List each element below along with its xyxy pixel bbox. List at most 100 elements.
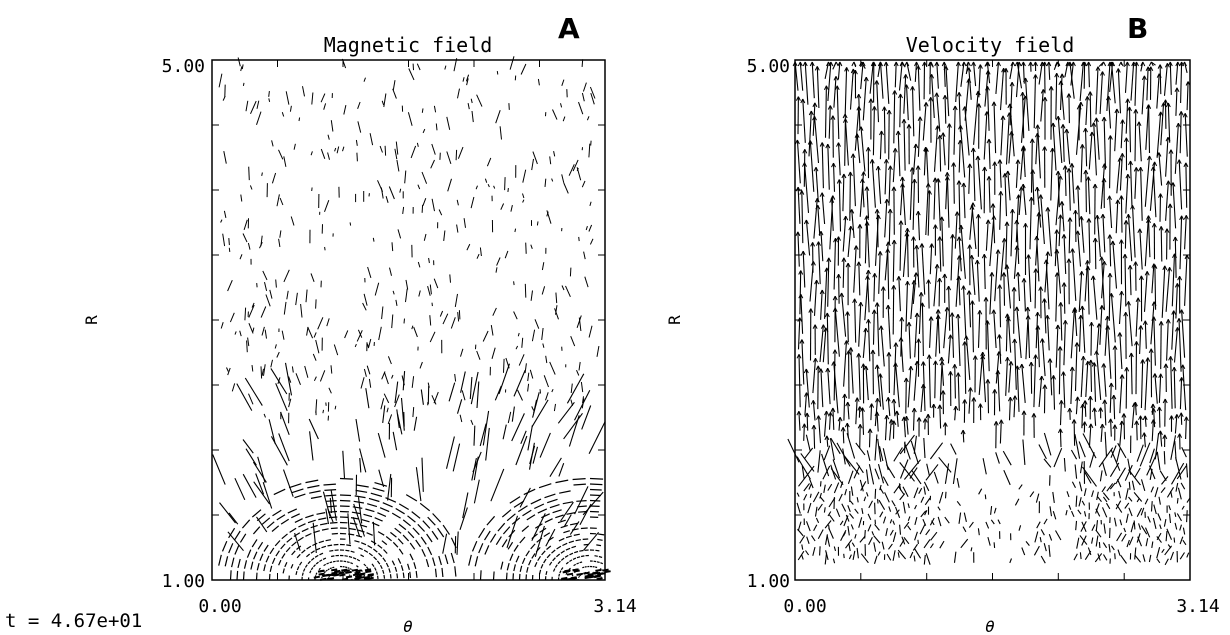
velocity-vector <box>1150 301 1155 345</box>
velocity-vector <box>1081 521 1087 533</box>
velocity-vector <box>939 540 945 549</box>
velocity-arrowhead <box>920 383 924 389</box>
velocity-vector <box>907 503 910 509</box>
velocity-vector <box>1140 525 1148 535</box>
magnetic-field-segment <box>352 573 360 577</box>
magnetic-field-segment <box>327 508 334 523</box>
velocity-arrowhead <box>856 353 860 358</box>
velocity-y-tick-top: 5.00 <box>747 56 790 77</box>
velocity-vector <box>963 512 967 523</box>
velocity-vector <box>860 61 864 90</box>
magnetic-field-segment <box>365 570 372 574</box>
magnetic-field-segment <box>290 564 294 569</box>
velocity-arrowhead <box>870 349 874 355</box>
magnetic-field-segment <box>557 560 561 565</box>
velocity-arrowhead <box>922 418 926 423</box>
velocity-vector <box>1081 500 1086 506</box>
magnetic-field-segment <box>261 517 271 525</box>
velocity-arrowhead <box>1105 325 1109 330</box>
velocity-arrowhead <box>955 61 959 67</box>
magnetic-field-segment <box>239 533 247 543</box>
magnetic-field-segment <box>231 557 235 568</box>
velocity-arrowhead <box>923 102 927 107</box>
velocity-vector <box>861 507 864 515</box>
magnetic-field-segment <box>298 561 303 566</box>
velocity-vector <box>840 481 844 488</box>
magnetic-field-segment <box>302 568 306 572</box>
velocity-vector <box>877 551 881 556</box>
magnetic-field-segment <box>365 508 375 513</box>
velocity-arrowhead <box>856 93 860 99</box>
velocity-arrowhead <box>825 143 829 149</box>
magnetic-field-segment <box>470 98 473 104</box>
velocity-arrowhead <box>850 68 854 74</box>
velocity-arrowhead <box>993 421 997 426</box>
velocity-vector <box>822 327 827 363</box>
velocity-arrowhead <box>1085 169 1089 175</box>
velocity-arrowhead <box>1179 309 1183 314</box>
velocity-vector <box>923 147 927 176</box>
velocity-arrowhead <box>1169 61 1173 67</box>
velocity-arrowhead <box>985 379 989 384</box>
velocity-arrowhead <box>1081 305 1085 311</box>
velocity-vector <box>1153 504 1157 515</box>
magnetic-field-segment <box>413 416 418 431</box>
velocity-arrowhead <box>1074 307 1078 312</box>
velocity-arrowhead <box>1164 265 1168 271</box>
velocity-arrowhead <box>1033 74 1036 79</box>
velocity-arrowhead <box>864 186 868 191</box>
velocity-arrowhead <box>986 61 990 67</box>
magnetic-field-segment <box>263 413 266 418</box>
velocity-arrowhead <box>1176 87 1180 93</box>
magnetic-field-segment <box>530 290 533 301</box>
velocity-vector <box>847 470 854 484</box>
velocity-arrowhead <box>1108 95 1111 101</box>
velocity-arrowhead <box>1056 72 1060 78</box>
velocity-arrowhead <box>836 142 839 147</box>
velocity-vector <box>868 536 873 546</box>
velocity-vector <box>846 433 856 459</box>
velocity-arrowhead <box>821 192 825 197</box>
magnetic-field-segment <box>468 554 472 566</box>
velocity-vector <box>1043 543 1047 552</box>
velocity-arrowhead <box>955 313 959 319</box>
velocity-vector <box>916 245 920 288</box>
velocity-vector <box>896 410 899 427</box>
velocity-arrowhead <box>900 337 904 342</box>
magnetic-field-segment <box>250 561 254 570</box>
velocity-vector <box>1015 159 1019 188</box>
velocity-vector <box>1018 525 1022 531</box>
velocity-arrowhead <box>1126 367 1130 372</box>
magnetic-field-segment <box>578 101 584 115</box>
velocity-vector <box>929 243 933 275</box>
velocity-arrowhead <box>801 339 805 344</box>
magnetic-field-segment <box>318 569 325 573</box>
velocity-arrowhead <box>988 176 992 181</box>
velocity-arrowhead <box>1012 338 1016 344</box>
magnetic-field-segment <box>378 469 385 488</box>
velocity-arrowhead <box>972 202 976 207</box>
magnetic-field-segment <box>583 251 586 260</box>
velocity-arrowhead <box>898 93 901 99</box>
magnetic-field-segment <box>355 139 358 146</box>
magnetic-field-segment <box>276 351 280 358</box>
velocity-vector <box>833 238 837 290</box>
velocity-arrowhead <box>1128 352 1132 358</box>
magnetic-field-segment <box>457 88 460 99</box>
velocity-arrowhead <box>1138 275 1142 281</box>
velocity-vector <box>874 434 878 461</box>
velocity-arrowhead <box>1003 68 1007 73</box>
velocity-vector <box>986 86 990 131</box>
magnetic-field-segment <box>269 289 273 299</box>
velocity-vector <box>1079 535 1088 545</box>
magnetic-field-segment <box>321 545 327 549</box>
velocity-vector <box>1058 214 1062 247</box>
velocity-vector <box>1008 361 1012 393</box>
magnetic-field-segment <box>242 233 248 243</box>
magnetic-field-segment <box>492 571 495 581</box>
velocity-arrowhead <box>937 134 941 140</box>
magnetic-field-segment <box>522 509 532 517</box>
velocity-vector <box>1109 382 1112 413</box>
velocity-arrowhead <box>1159 64 1163 69</box>
velocity-arrowhead <box>861 178 865 184</box>
